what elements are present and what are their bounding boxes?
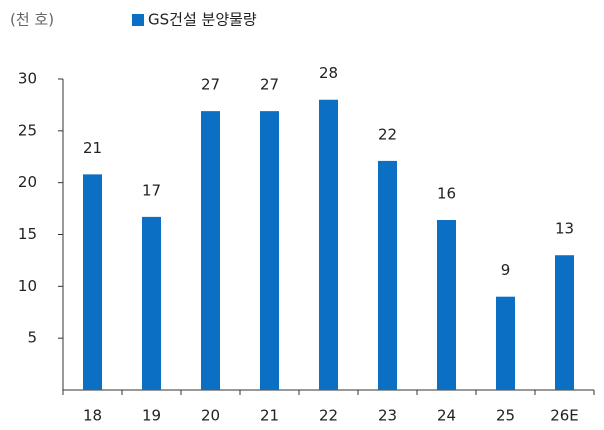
x-tick-label: 20 [201, 407, 220, 425]
bar [260, 111, 279, 391]
value-label: 28 [319, 64, 338, 82]
bar [437, 219, 456, 390]
value-label: 21 [83, 139, 102, 157]
x-tick-label: 24 [437, 407, 456, 425]
bar [83, 174, 102, 390]
value-label: 17 [142, 181, 161, 199]
x-tick-label: 25 [496, 407, 515, 425]
bar [319, 99, 338, 390]
legend-label: GS건설 분양물량 [148, 11, 257, 29]
y-tick-label: 25 [18, 121, 37, 139]
y-tick-label: 10 [18, 277, 37, 295]
unit-label: (천 호) [10, 11, 54, 29]
x-tick-label: 26E [550, 407, 579, 425]
value-label: 13 [555, 220, 574, 238]
x-tick-label: 18 [83, 407, 102, 425]
value-label: 22 [378, 125, 397, 143]
bar [496, 296, 515, 390]
y-tick-label: 30 [18, 70, 37, 88]
value-label: 27 [260, 76, 279, 94]
y-tick-label: 5 [27, 329, 37, 347]
value-label: 9 [501, 261, 511, 279]
y-tick-label: 15 [18, 225, 37, 243]
y-tick-label: 20 [18, 173, 37, 191]
x-tick-label: 23 [378, 407, 397, 425]
bar [378, 160, 397, 390]
x-tick-label: 22 [319, 407, 338, 425]
bar [201, 111, 220, 391]
bar [555, 255, 574, 390]
value-label: 27 [201, 76, 220, 94]
value-label: 16 [437, 184, 456, 202]
bar [142, 216, 161, 390]
x-tick-label: 19 [142, 407, 161, 425]
legend-swatch [132, 14, 144, 26]
x-tick-label: 21 [260, 407, 279, 425]
